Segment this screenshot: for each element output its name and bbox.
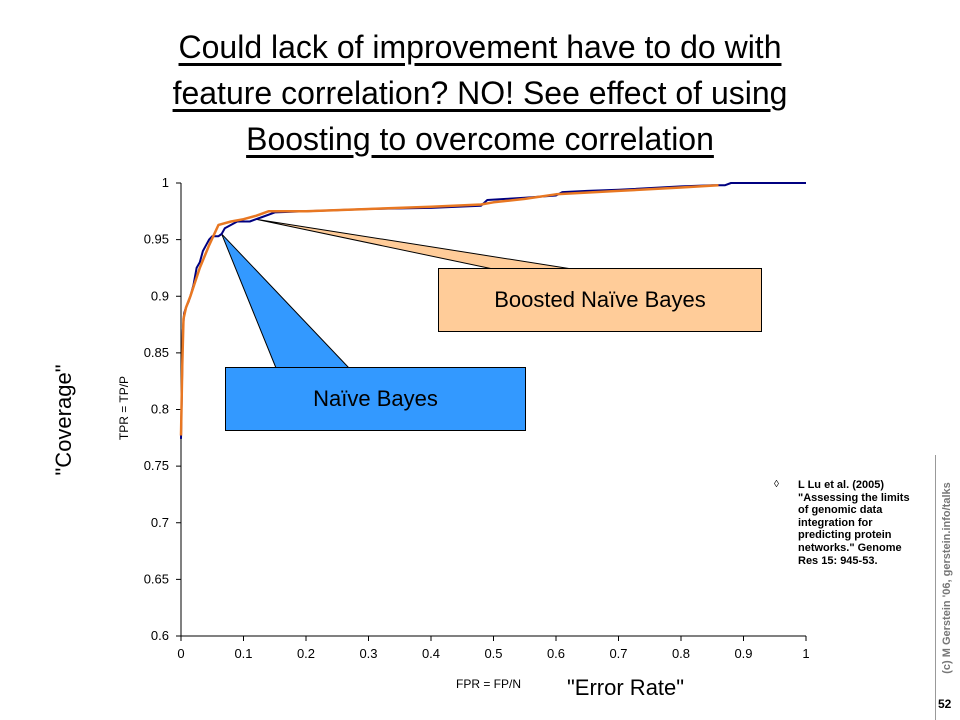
side-strip [935, 455, 960, 720]
x-tick-label: 0.7 [609, 646, 627, 661]
diamond-bullet-icon: ◊ [774, 479, 779, 490]
page-number: 52 [938, 697, 952, 711]
y-tick-label: 0.75 [144, 458, 169, 473]
x-tick-label: 0 [177, 646, 184, 661]
x-tick-label: 0.4 [422, 646, 440, 661]
y-axis-label: TPR = TP/P [117, 375, 131, 441]
reference-text: L Lu et al. (2005) "Assessing the limits… [798, 479, 910, 567]
x-tick-label: 0.9 [734, 646, 752, 661]
title-line: Boosting to overcome correlation [246, 121, 714, 157]
title-line: feature correlation? NO! See effect of u… [172, 75, 788, 111]
error-rate-label: "Error Rate" [567, 675, 685, 700]
naive-callout-pointer [221, 233, 351, 369]
y-tick-label: 0.9 [151, 288, 169, 303]
slide-title: Could lack of improvement have to do wit… [80, 24, 880, 162]
x-tick-label: 0.3 [359, 646, 377, 661]
boosted-naive-bayes-callout: Boosted Naïve Bayes [438, 268, 762, 332]
y-tick-label: 0.65 [144, 571, 169, 586]
boosted-callout-pointer [255, 218, 573, 270]
boosted-naive-bayes-label: Boosted Naïve Bayes [494, 287, 706, 312]
x-tick-label: 0.8 [672, 646, 690, 661]
y-tick-label: 0.7 [151, 515, 169, 530]
naive-bayes-callout: Naïve Bayes [225, 367, 526, 431]
copyright-credit: (c) M Gerstein '06, gerstein.info/talks [941, 482, 953, 674]
naive-bayes-label: Naïve Bayes [313, 386, 438, 411]
x-tick-label: 1 [802, 646, 809, 661]
y-tick-label: 0.85 [144, 345, 169, 360]
x-tick-label: 0.2 [297, 646, 315, 661]
x-axis-label: FPR = FP/N [456, 677, 522, 691]
y-tick-label: 0.6 [151, 628, 169, 643]
boosted-naive-bayes-curve [179, 184, 719, 436]
y-tick-label: 1 [162, 175, 169, 190]
x-tick-label: 0.5 [484, 646, 502, 661]
coverage-label: "Coverage" [51, 364, 76, 476]
y-tick-label: 0.8 [151, 402, 169, 417]
x-tick-label: 0.1 [234, 646, 252, 661]
title-line: Could lack of improvement have to do wit… [178, 29, 782, 65]
x-tick-label: 0.6 [547, 646, 565, 661]
y-tick-label: 0.95 [144, 232, 169, 247]
